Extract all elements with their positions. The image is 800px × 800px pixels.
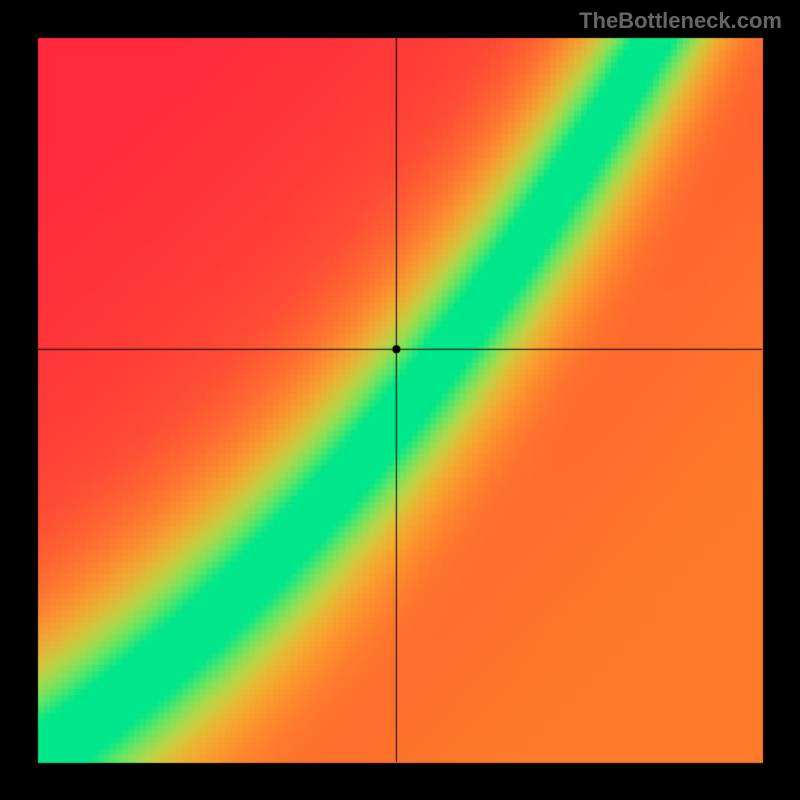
watermark-text: TheBottleneck.com [579,8,782,34]
bottleneck-heatmap [0,0,800,800]
chart-container: TheBottleneck.com [0,0,800,800]
